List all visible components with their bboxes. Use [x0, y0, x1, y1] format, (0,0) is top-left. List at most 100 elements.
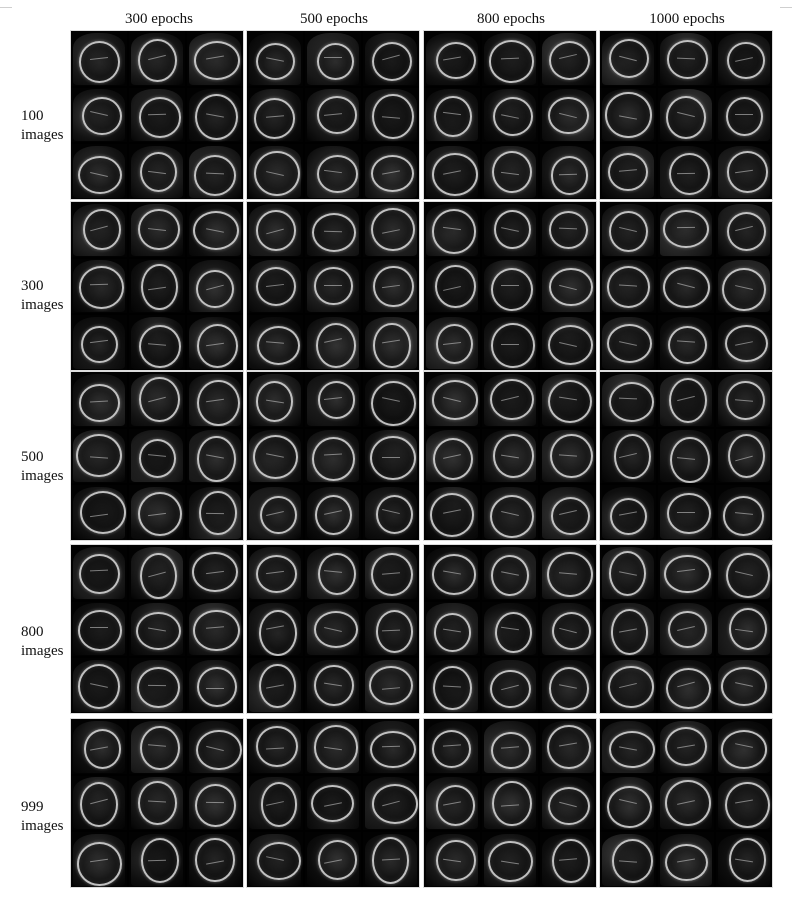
fetal-head-outline — [83, 208, 121, 251]
ultrasound-image-tile — [716, 144, 772, 199]
fetal-head-outline — [431, 209, 477, 254]
ultrasound-image-tile — [187, 144, 243, 199]
fetal-head-outline — [490, 554, 530, 596]
ultrasound-image-tile — [187, 202, 243, 257]
fetal-head-outline — [727, 151, 769, 193]
ultrasound-image-tile — [540, 258, 596, 314]
brain-midline — [324, 56, 342, 58]
ultrasound-image-tile — [716, 832, 772, 887]
fetal-head-outline — [548, 210, 588, 249]
ultrasound-image-tile — [424, 372, 480, 427]
fetal-head-outline — [489, 669, 531, 709]
ultrasound-image-tile — [129, 315, 185, 370]
row-label-999-images: 999 images — [21, 798, 73, 836]
fetal-head-outline — [663, 267, 710, 309]
ultrasound-image-tile — [71, 202, 127, 257]
ultrasound-image-tile — [247, 832, 303, 887]
fetal-head-outline — [370, 730, 416, 769]
ultrasound-image-tile — [658, 87, 714, 143]
fetal-head-outline — [193, 41, 240, 80]
fetal-head-outline — [138, 324, 181, 369]
fetal-head-outline — [669, 153, 711, 196]
ultrasound-image-tile — [482, 31, 538, 86]
sample-panel-999-images-300-epochs — [70, 718, 244, 888]
fetal-head-outline — [193, 609, 240, 652]
ultrasound-image-tile — [424, 202, 480, 257]
ultrasound-image-tile — [129, 545, 185, 600]
ultrasound-image-tile — [716, 658, 772, 713]
fetal-head-outline — [138, 781, 177, 825]
row-label-count: 100 — [21, 108, 44, 124]
fetal-head-outline — [609, 551, 647, 597]
ultrasound-image-tile — [540, 372, 596, 427]
fetal-head-outline — [667, 493, 711, 535]
ultrasound-image-tile — [187, 372, 243, 427]
fetal-head-outline — [548, 96, 589, 135]
fetal-head-outline — [369, 435, 416, 481]
row-label-500-images: 500 images — [21, 448, 73, 486]
ultrasound-image-tile — [716, 258, 772, 314]
ultrasound-image-tile — [247, 31, 303, 86]
fetal-head-outline — [607, 265, 651, 308]
brain-midline — [148, 859, 166, 861]
fetal-head-outline — [136, 611, 181, 650]
ultrasound-image-tile — [600, 485, 656, 540]
ultrasound-image-tile — [658, 832, 714, 887]
ultrasound-image-tile — [305, 658, 361, 713]
ultrasound-image-tile — [247, 658, 303, 713]
ultrasound-image-tile — [716, 775, 772, 831]
ultrasound-image-tile — [424, 428, 480, 484]
fetal-head-outline — [610, 497, 648, 535]
fetal-head-outline — [314, 267, 353, 305]
ultrasound-image-tile — [600, 87, 656, 143]
fetal-head-outline — [547, 724, 591, 769]
fetal-head-outline — [609, 210, 649, 252]
ultrasound-image-tile — [600, 202, 656, 257]
sample-panel-100-images-1000-epochs — [599, 30, 773, 200]
fetal-head-outline — [548, 786, 590, 825]
fetal-head-outline — [312, 212, 357, 252]
ultrasound-image-tile — [363, 31, 419, 86]
fetal-head-outline — [197, 380, 240, 427]
fetal-head-outline — [370, 154, 415, 193]
ultrasound-image-tile — [247, 485, 303, 540]
ultrasound-image-tile — [600, 258, 656, 314]
fetal-head-outline — [370, 380, 416, 426]
row-label-unit: images — [21, 643, 64, 659]
fetal-head-outline — [195, 838, 235, 882]
ultrasound-image-tile — [187, 832, 243, 887]
ultrasound-image-tile — [716, 315, 772, 370]
ultrasound-image-tile — [363, 601, 419, 657]
fetal-head-outline — [256, 326, 300, 365]
ultrasound-image-tile — [71, 428, 127, 484]
ultrasound-image-tile — [600, 545, 656, 600]
ultrasound-image-tile — [540, 658, 596, 713]
ultrasound-image-tile — [716, 31, 772, 86]
ultrasound-image-tile — [71, 719, 127, 774]
fetal-head-outline — [256, 381, 294, 423]
ultrasound-image-tile — [129, 87, 185, 143]
fetal-head-outline — [429, 493, 475, 538]
fetal-head-outline — [436, 41, 476, 79]
fetal-head-outline — [136, 666, 180, 708]
fetal-head-outline — [434, 613, 471, 652]
ultrasound-image-tile — [363, 144, 419, 199]
brain-midline — [677, 511, 695, 513]
ultrasound-image-tile — [363, 372, 419, 427]
fetal-head-outline — [666, 96, 706, 139]
ultrasound-image-tile — [658, 601, 714, 657]
ultrasound-image-tile — [129, 601, 185, 657]
fetal-head-outline — [548, 40, 591, 80]
ultrasound-image-tile — [129, 202, 185, 257]
fetal-head-outline — [139, 552, 177, 600]
sample-panel-800-images-1000-epochs — [599, 544, 773, 714]
ultrasound-image-tile — [540, 144, 596, 199]
fetal-head-outline — [492, 150, 533, 194]
fetal-head-outline — [435, 323, 473, 365]
ultrasound-image-tile — [482, 258, 538, 314]
ultrasound-image-tile — [187, 87, 243, 143]
corner-tick-right — [780, 7, 792, 8]
ultrasound-image-tile — [71, 315, 127, 370]
ultrasound-image-tile — [305, 87, 361, 143]
fetal-head-outline — [489, 378, 535, 421]
